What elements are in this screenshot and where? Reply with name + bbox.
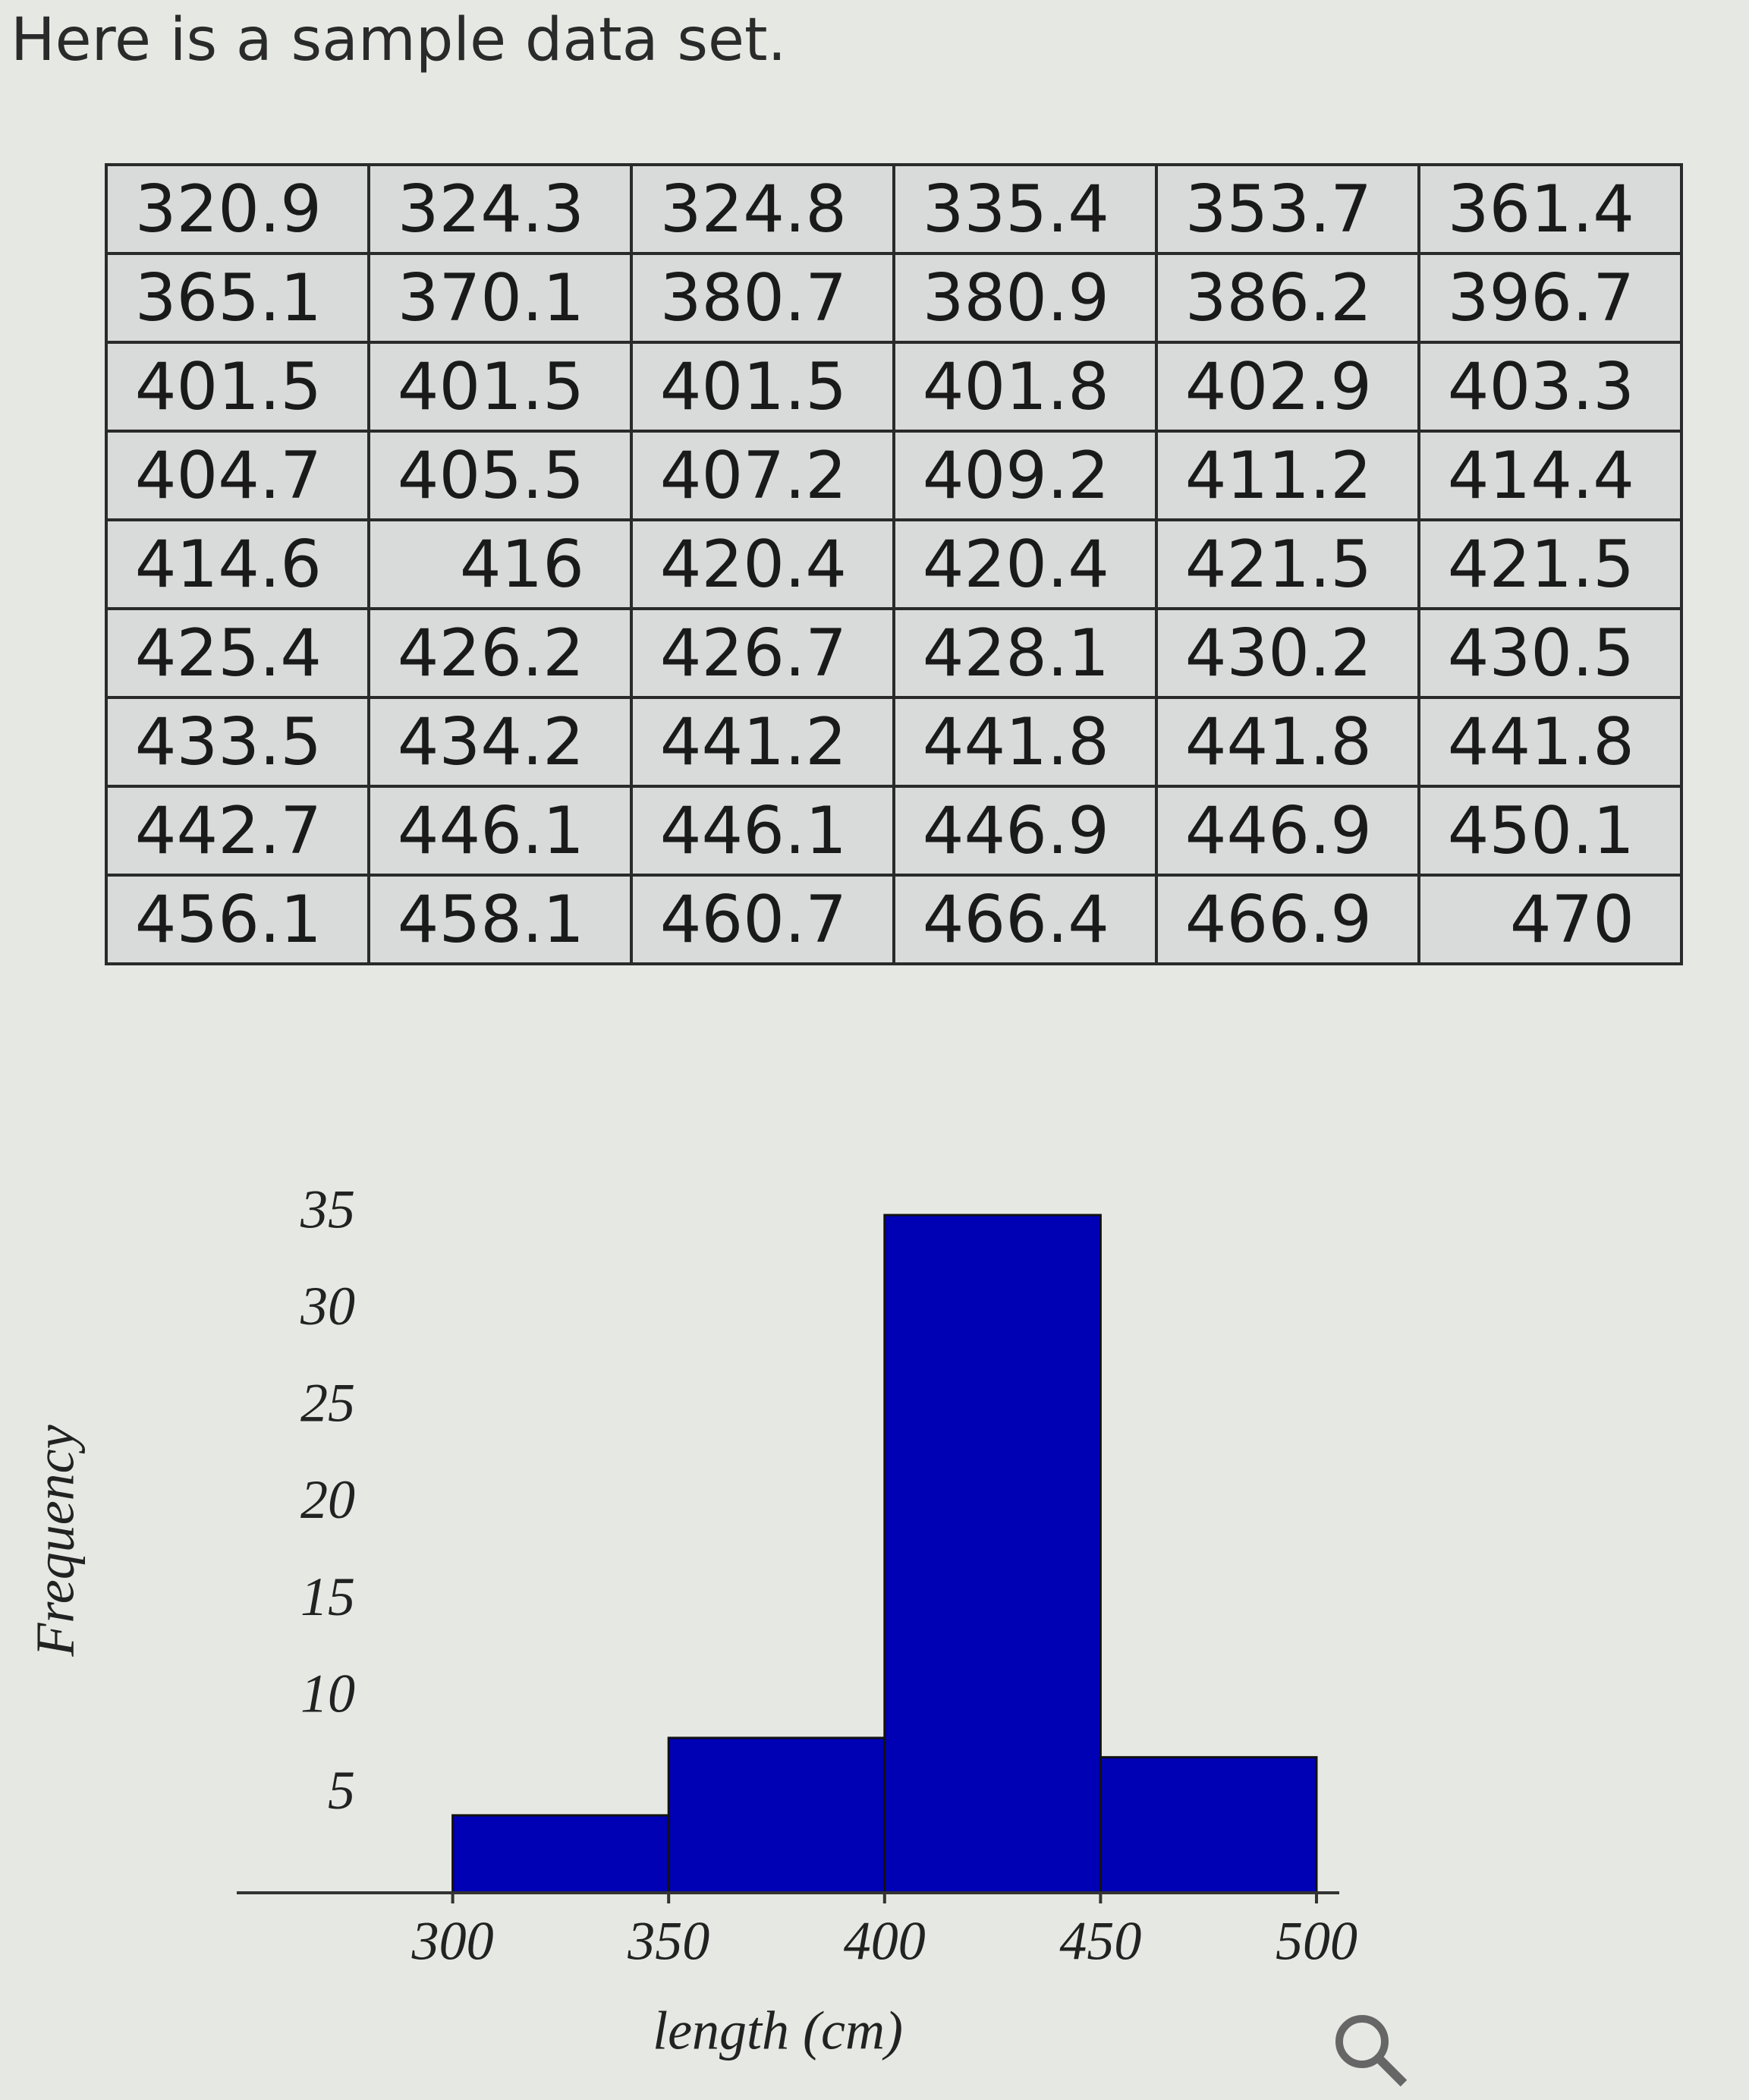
table-cell: 442.7: [105, 785, 370, 877]
table-cell: 446.1: [630, 785, 895, 877]
table-cell: 402.9: [1155, 341, 1420, 433]
table-cell: 401.5: [630, 341, 895, 433]
table-cell: 401.5: [367, 341, 633, 433]
x-tick-label: 500: [1276, 1911, 1357, 1972]
y-tick-label: 25: [300, 1373, 355, 1434]
table-cell: 420.4: [892, 518, 1158, 610]
table-cell: 460.7: [630, 874, 895, 965]
table-cell: 404.7: [105, 430, 370, 521]
table-cell: 353.7: [1155, 163, 1420, 255]
data-table: 320.9 324.3 324.8 335.4 353.7 361.4 365.1 370.1…: [105, 163, 1683, 965]
table-cell: 433.5: [105, 696, 370, 788]
table-cell: 446.9: [1155, 785, 1420, 877]
x-tick-label: 350: [627, 1911, 709, 1972]
table-row: 442.7 446.1 446.1 446.9 446.9 450.1: [105, 785, 1683, 877]
x-tick-label: 300: [411, 1911, 494, 1972]
table-cell: 414.4: [1417, 430, 1683, 521]
search-icon-lens[interactable]: [1335, 2015, 1389, 2068]
table-cell: 441.8: [1155, 696, 1420, 788]
table-row: 414.6 416 420.4 420.4 421.5 421.5: [105, 518, 1683, 610]
table-row: 401.5 401.5 401.5 401.8 402.9 403.3: [105, 341, 1683, 433]
table-cell: 430.5: [1417, 607, 1683, 699]
table-cell: 380.7: [630, 252, 895, 344]
table-cell: 401.5: [105, 341, 370, 433]
table-cell: 466.4: [892, 874, 1158, 965]
table-cell: 425.4: [105, 607, 370, 699]
table-row: 433.5 434.2 441.2 441.8 441.8 441.8: [105, 696, 1683, 788]
table-cell: 426.7: [630, 607, 895, 699]
table-cell: 324.8: [630, 163, 895, 255]
table-cell: 403.3: [1417, 341, 1683, 433]
table-cell: 365.1: [105, 252, 370, 344]
table-cell: 416: [367, 518, 633, 610]
title: Here is a sample data set.: [11, 6, 787, 74]
table-cell: 396.7: [1417, 252, 1683, 344]
y-tick-label: 15: [300, 1566, 355, 1627]
table-cell: 414.6: [105, 518, 370, 610]
table-cell: 421.5: [1417, 518, 1683, 610]
table-cell: 421.5: [1155, 518, 1420, 610]
table-row: 425.4 426.2 426.7 428.1 430.2 430.5: [105, 607, 1683, 699]
search-icon[interactable]: [1335, 2015, 1408, 2087]
y-axis-label: Frequency: [25, 1425, 86, 1657]
table-cell: 370.1: [367, 252, 633, 344]
table-cell: 466.9: [1155, 874, 1420, 965]
table-row: 365.1 370.1 380.7 380.9 386.2 396.7: [105, 252, 1683, 344]
table-row: 456.1 458.1 460.7 466.4 466.9 470: [105, 874, 1683, 965]
bar: [883, 1214, 1102, 1894]
x-tick-label: 400: [844, 1911, 926, 1972]
y-tick-label: 20: [300, 1469, 355, 1530]
table-cell: 456.1: [105, 874, 370, 965]
bar: [667, 1736, 886, 1894]
table-cell: 426.2: [367, 607, 633, 699]
table-cell: 434.2: [367, 696, 633, 788]
table-cell: 430.2: [1155, 607, 1420, 699]
y-tick-label: 35: [300, 1179, 355, 1240]
table-cell: 380.9: [892, 252, 1158, 344]
table-cell: 441.8: [892, 696, 1158, 788]
table-cell: 420.4: [630, 518, 895, 610]
y-tick-label: 30: [300, 1276, 355, 1337]
table-cell: 407.2: [630, 430, 895, 521]
table-cell: 401.8: [892, 341, 1158, 433]
table-cell: 335.4: [892, 163, 1158, 255]
search-icon-handle[interactable]: [1375, 2054, 1408, 2087]
table-cell: 428.1: [892, 607, 1158, 699]
table-cell: 441.2: [630, 696, 895, 788]
table-cell: 361.4: [1417, 163, 1683, 255]
table-cell: 458.1: [367, 874, 633, 965]
bar: [451, 1814, 670, 1894]
table-row: 320.9 324.3 324.8 335.4 353.7 361.4: [105, 163, 1683, 255]
x-tick-label: 450: [1059, 1911, 1141, 1972]
x-axis-label: length (cm): [653, 2001, 903, 2061]
table-row: 404.7 405.5 407.2 409.2 411.2 414.4: [105, 430, 1683, 521]
y-tick-label: 10: [300, 1663, 355, 1724]
table-body: 320.9 324.3 324.8 335.4 353.7 361.4 365.1 370.1…: [105, 163, 1683, 965]
table-cell: 446.9: [892, 785, 1158, 877]
table-cell: 324.3: [367, 163, 633, 255]
table-cell: 450.1: [1417, 785, 1683, 877]
table-cell: 386.2: [1155, 252, 1420, 344]
table-cell: 441.8: [1417, 696, 1683, 788]
table-cell: 405.5: [367, 430, 633, 521]
bar: [1099, 1755, 1318, 1894]
table-cell: 446.1: [367, 785, 633, 877]
table-cell: 470: [1417, 874, 1683, 965]
table-cell: 411.2: [1155, 430, 1420, 521]
table-cell: 409.2: [892, 430, 1158, 521]
y-tick-label: 5: [328, 1760, 355, 1821]
table-cell: 320.9: [105, 163, 370, 255]
